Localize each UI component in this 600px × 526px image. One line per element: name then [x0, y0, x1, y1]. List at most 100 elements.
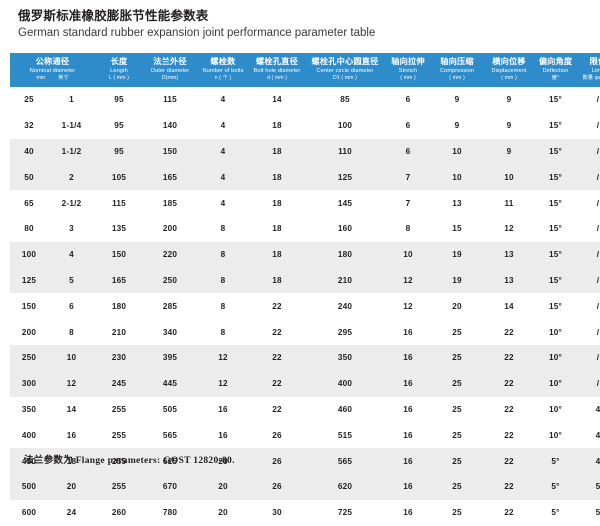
table-cell: 20	[197, 473, 249, 500]
table-cell: 15°	[535, 112, 576, 139]
page-title-cn: 俄罗斯标准橡胶膨胀节性能参数表	[18, 9, 209, 23]
col-header-en: Nominal diameter	[29, 68, 76, 75]
table-cell: /	[576, 370, 600, 397]
col-header-cn: 法兰外径	[153, 57, 187, 67]
table-cell: 30	[249, 499, 305, 526]
col-header-cn: 长度	[110, 57, 128, 67]
col-header-cn: 轴向拉伸	[391, 57, 425, 67]
table-cell: 4	[197, 138, 249, 165]
table-row: 125 5 165 250 8 18 210 12 19 13 15° /	[10, 267, 600, 294]
table-cell: 16	[385, 370, 431, 397]
table-cell: 4	[197, 164, 249, 191]
col-header-number-of-bolts: 螺栓数 Number of bolts n ( 个 )	[197, 53, 249, 87]
table-cell: 300	[10, 370, 48, 397]
table-cell: 9	[483, 138, 535, 165]
table-cell: 25	[10, 87, 48, 113]
col-header-displacement: 横向位移 Displacement ( mm )	[483, 53, 535, 87]
col-header-units: mm 英寸	[11, 75, 94, 83]
table-cell: 180	[305, 241, 385, 268]
table-cell: 12	[48, 370, 95, 397]
table-cell: 4	[576, 422, 600, 449]
table-cell: 15°	[535, 87, 576, 113]
table-cell: 340	[143, 319, 197, 345]
table-row: 65 2-1/2 115 185 4 18 145 7 13 11 15° /	[10, 190, 600, 216]
col-header-unit: L ( mm )	[109, 75, 129, 82]
table-cell: 16	[385, 319, 431, 345]
table-cell: /	[576, 190, 600, 216]
table-cell: 10	[483, 164, 535, 191]
table-cell: 22	[483, 448, 535, 474]
table-cell: 22	[483, 422, 535, 449]
table-cell: 9	[483, 87, 535, 113]
table-cell: 500	[10, 473, 48, 500]
table-cell: 15°	[535, 215, 576, 242]
table-cell: 600	[10, 499, 48, 526]
table-cell: 13	[483, 241, 535, 268]
table-cell: 7	[385, 164, 431, 191]
table-cell: 15°	[535, 293, 576, 320]
table-cell: 25	[431, 422, 483, 449]
table-cell: 505	[143, 396, 197, 423]
table-cell: 12	[197, 370, 249, 397]
table-row: 350 14 255 505 16 22 460 16 25 22 10° 4	[10, 396, 600, 423]
table-cell: 22	[249, 370, 305, 397]
table-cell: 8	[48, 319, 95, 345]
footer-note-en: Flange parameters: GOST 12820-80.	[75, 456, 235, 466]
table-cell: 150	[10, 293, 48, 320]
footer-note: 法兰参数为 Flange parameters: GOST 12820-80.	[24, 452, 235, 466]
table-cell: 16	[385, 473, 431, 500]
table-cell: 9	[431, 112, 483, 139]
col-header-unit: 度°	[551, 75, 560, 82]
table-cell: 15°	[535, 267, 576, 294]
table-cell: 15°	[535, 164, 576, 191]
table-cell: 8	[197, 241, 249, 268]
table-cell: 160	[305, 215, 385, 242]
table-cell: 9	[431, 87, 483, 113]
col-header-en: Stretch	[398, 68, 418, 75]
table-cell: 65	[10, 190, 48, 216]
table-cell: 10°	[535, 344, 576, 371]
table-cell: 4	[576, 396, 600, 423]
table-cell: 19	[431, 267, 483, 294]
table-cell: 350	[10, 396, 48, 423]
table-cell: 12	[197, 344, 249, 371]
table-cell: 25	[431, 344, 483, 371]
table-cell: 105	[95, 164, 143, 191]
table-row: 400 16 255 565 16 26 515 16 25 22 10° 4	[10, 422, 600, 449]
table-cell: 22	[483, 370, 535, 397]
table-cell: 95	[95, 138, 143, 165]
table-cell: 22	[249, 293, 305, 320]
col-header-deflection: 偏向角度 Deflection 度°	[535, 53, 576, 87]
table-cell: 670	[143, 473, 197, 500]
table-cell: 110	[305, 138, 385, 165]
table-cell: 240	[305, 293, 385, 320]
table-cell: 11	[483, 190, 535, 216]
table-cell: 255	[95, 396, 143, 423]
table-cell: 2	[48, 164, 95, 191]
col-header-limit: 限位 Limit 数量 quantity	[576, 53, 600, 87]
table-row: 150 6 180 285 8 22 240 12 20 14 15° /	[10, 293, 600, 320]
table-header: 公称通径 Nominal diameter mm 英寸 长度 Length L …	[10, 53, 600, 87]
col-header-en: Compression	[439, 68, 475, 75]
table-cell: 6	[385, 138, 431, 165]
table-cell: 25	[431, 473, 483, 500]
table-cell: 16	[197, 422, 249, 449]
col-header-outer-diameter: 法兰外径 Outer diameter D(mm)	[143, 53, 197, 87]
title-block: 俄罗斯标准橡胶膨胀节性能参数表 German standard rubber e…	[18, 8, 578, 41]
table-cell: 14	[483, 293, 535, 320]
table-cell: 25	[431, 499, 483, 526]
table-row: 40 1-1/2 95 150 4 18 110 6 10 9 15° /	[10, 138, 600, 165]
table-cell: 12	[385, 267, 431, 294]
table-cell: 5	[576, 499, 600, 526]
footer-note-cn: 法兰参数为	[24, 455, 74, 466]
col-header-en: Deflection	[542, 68, 569, 75]
table-cell: 25	[431, 396, 483, 423]
table-cell: 50	[10, 164, 48, 191]
col-header-en: Number of bolts	[202, 68, 244, 75]
table-cell: 255	[95, 473, 143, 500]
table-cell: 515	[305, 422, 385, 449]
table-cell: 10°	[535, 319, 576, 345]
table-cell: 210	[305, 267, 385, 294]
col-header-center-circle-diameter: 螺栓孔中心圆直径 Center circle diameter D1 ( mm …	[305, 53, 385, 87]
table-cell: 5°	[535, 448, 576, 474]
